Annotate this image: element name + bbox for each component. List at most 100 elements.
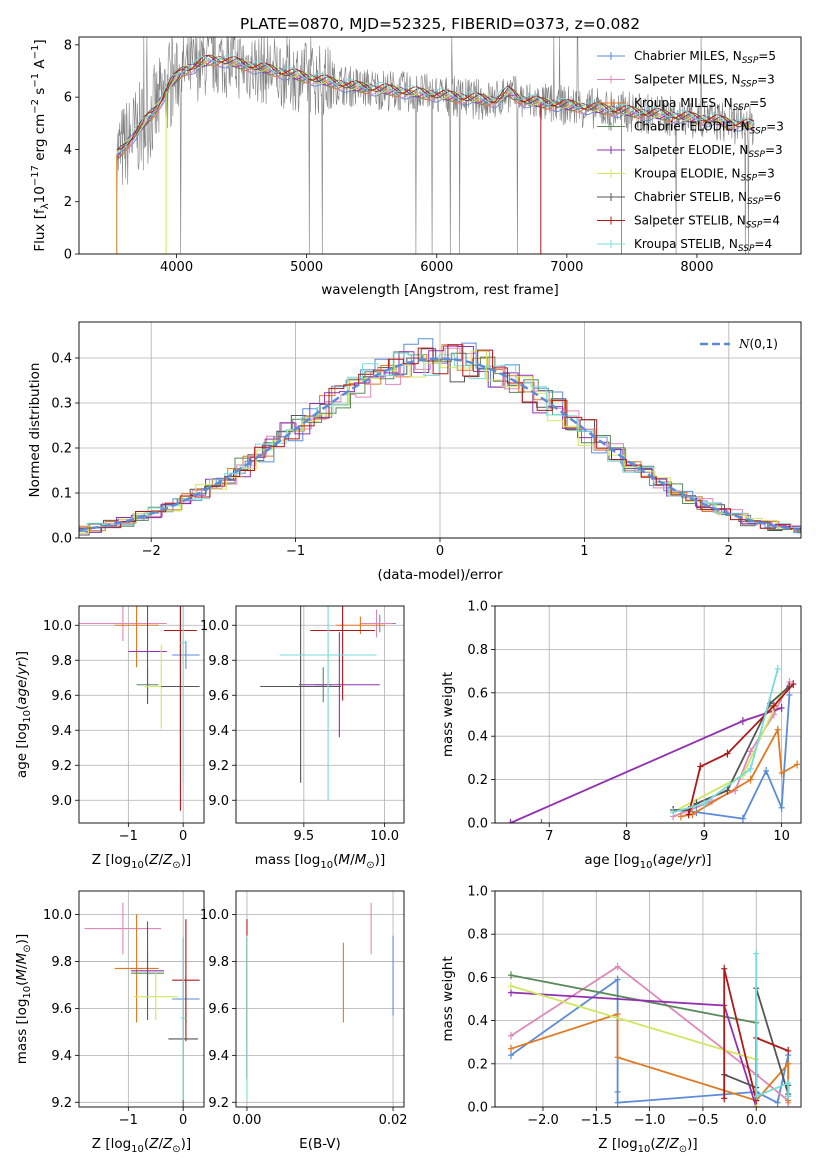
legend-entry: Chabrier ELODIE, NSSP=3 (634, 120, 784, 137)
legend-text: SSP (746, 221, 763, 231)
legend-text: SSP (741, 174, 758, 184)
y-tick-label: 9.6 (208, 1002, 229, 1017)
label-part: ) (687, 1136, 692, 1152)
x-tick-label: 5000 (290, 260, 323, 275)
label-part: ] (14, 934, 30, 939)
y-tick-label: 0.0 (467, 1101, 488, 1116)
panel-mass_vs_ebv: 0.00 0.02 9.2 9.4 9.6 9.8 10.0 E(B-V) (200, 890, 408, 1152)
x-tick-label: 0 (179, 1113, 187, 1128)
label-part: 10 (131, 860, 144, 871)
label-part: erg cm (32, 114, 48, 165)
y-tick-label: 0.0 (467, 817, 488, 832)
label-part: ] (692, 1136, 697, 1152)
label-part: 10 (131, 1144, 144, 1155)
label-part: ( (14, 705, 30, 710)
label-part: age (14, 680, 30, 705)
y-tick-label: 10.0 (200, 619, 229, 634)
x-axis-label: (data-model)/error (377, 567, 503, 583)
legend-text: =5 (749, 96, 767, 110)
y-tick-label: 0.4 (467, 1014, 488, 1029)
label-part: 10 (32, 186, 48, 203)
y-tick-label: 0.4 (467, 730, 488, 745)
series-line (510, 707, 782, 823)
x-axis-label: wavelength [Angstrom, rest frame] (321, 282, 559, 298)
axes-frame (78, 890, 205, 1108)
legend-text: Chabrier STELIB, N (634, 190, 747, 204)
y-tick-label: 1.0 (467, 600, 488, 615)
label-part: s (32, 88, 48, 99)
label-part: ] (706, 852, 711, 868)
label-part: / (683, 852, 688, 868)
y-tick-label: 0.2 (467, 773, 488, 788)
x-axis-label: mass [log10(M/M⊙)] (255, 852, 385, 871)
label-part: −1 (30, 45, 41, 60)
y-tick-label: 8 (64, 38, 72, 53)
label-part: −17 (30, 165, 41, 186)
y-tick-label: 0.8 (467, 643, 488, 658)
label-part: ⊙ (366, 860, 374, 871)
label-part: / (158, 1136, 163, 1152)
model-line (116, 56, 754, 158)
x-tick-label: 0 (436, 544, 444, 559)
legend-text: =6 (764, 190, 782, 204)
label-part: / (158, 852, 163, 868)
label-part: ( (333, 852, 338, 868)
label-part: M (14, 969, 30, 981)
y-tick-label: 1.0 (467, 885, 488, 900)
y-tick-label: 10.0 (43, 908, 72, 923)
label-part: Z [log (92, 1136, 131, 1152)
model-line (116, 54, 754, 150)
label-part: age [log (14, 723, 30, 778)
x-tick-label: −0.5 (687, 1113, 719, 1128)
x-tick-label: −1 (119, 829, 138, 844)
label-part: Z (655, 1136, 666, 1152)
legend-text: Kroupa STELIB, N (634, 237, 738, 251)
legend-text: =3 (766, 120, 784, 134)
x-tick-label: 9.5 (294, 829, 315, 844)
y-tick-label: 6 (64, 91, 72, 106)
y-tick-label: 9.0 (208, 794, 229, 809)
x-axis-label: Z [log10(Z/Z⊙)] (92, 1136, 191, 1155)
y-tick-label: 9.4 (51, 724, 72, 739)
x-tick-label: 4000 (160, 260, 193, 275)
legend-text: SSP (742, 56, 759, 66)
axes-frame (494, 890, 802, 1108)
y-axis-label: Normed distribution (27, 363, 43, 498)
label-part: ( (652, 852, 657, 868)
label-part: Z (148, 1136, 159, 1152)
series-line (755, 953, 790, 1098)
model-line (116, 59, 754, 155)
axes-frame (235, 605, 405, 824)
legend-entry: Salpeter ELODIE, NSSP=3 (634, 143, 783, 160)
spectrum-plot (116, 37, 755, 254)
model-line (116, 55, 754, 150)
label-part: Z (669, 1136, 680, 1152)
x-tick-label: 0.02 (379, 1113, 408, 1128)
label-part: ⊙ (172, 860, 180, 871)
legend-text: Salpeter STELIB, N (634, 214, 746, 228)
x-tick-label: 2 (725, 544, 733, 559)
errorbar-plot (246, 902, 394, 1100)
label-part: Z (162, 852, 173, 868)
legend-text: =4 (762, 214, 780, 228)
histogram-steps (79, 344, 801, 532)
legend-text: =3 (757, 167, 775, 181)
legend-text: Chabrier MILES, N (634, 49, 742, 63)
y-tick-label: 9.8 (208, 955, 229, 970)
x-tick-label: −1.0 (634, 1113, 666, 1128)
y-axis-label: mass weight (440, 956, 456, 1041)
label-part: / (14, 964, 30, 969)
x-tick-label: 7000 (550, 260, 583, 275)
label-part: M (14, 952, 30, 964)
label-part: mass [log (255, 852, 321, 868)
y-tick-label: 9.8 (51, 654, 72, 669)
y-axis-label: mass weight (440, 672, 456, 757)
panel-residuals: −2 −1 0 1 2 0.0 0.1 0.2 0.3 0.4 (data-model)/error… (27, 321, 802, 583)
label-part: 10 (640, 860, 653, 871)
label-part: mass [log (14, 999, 30, 1065)
label-part: Flux [f (32, 208, 48, 252)
y-tick-label: 9.8 (208, 654, 229, 669)
line-plot (507, 949, 792, 1107)
